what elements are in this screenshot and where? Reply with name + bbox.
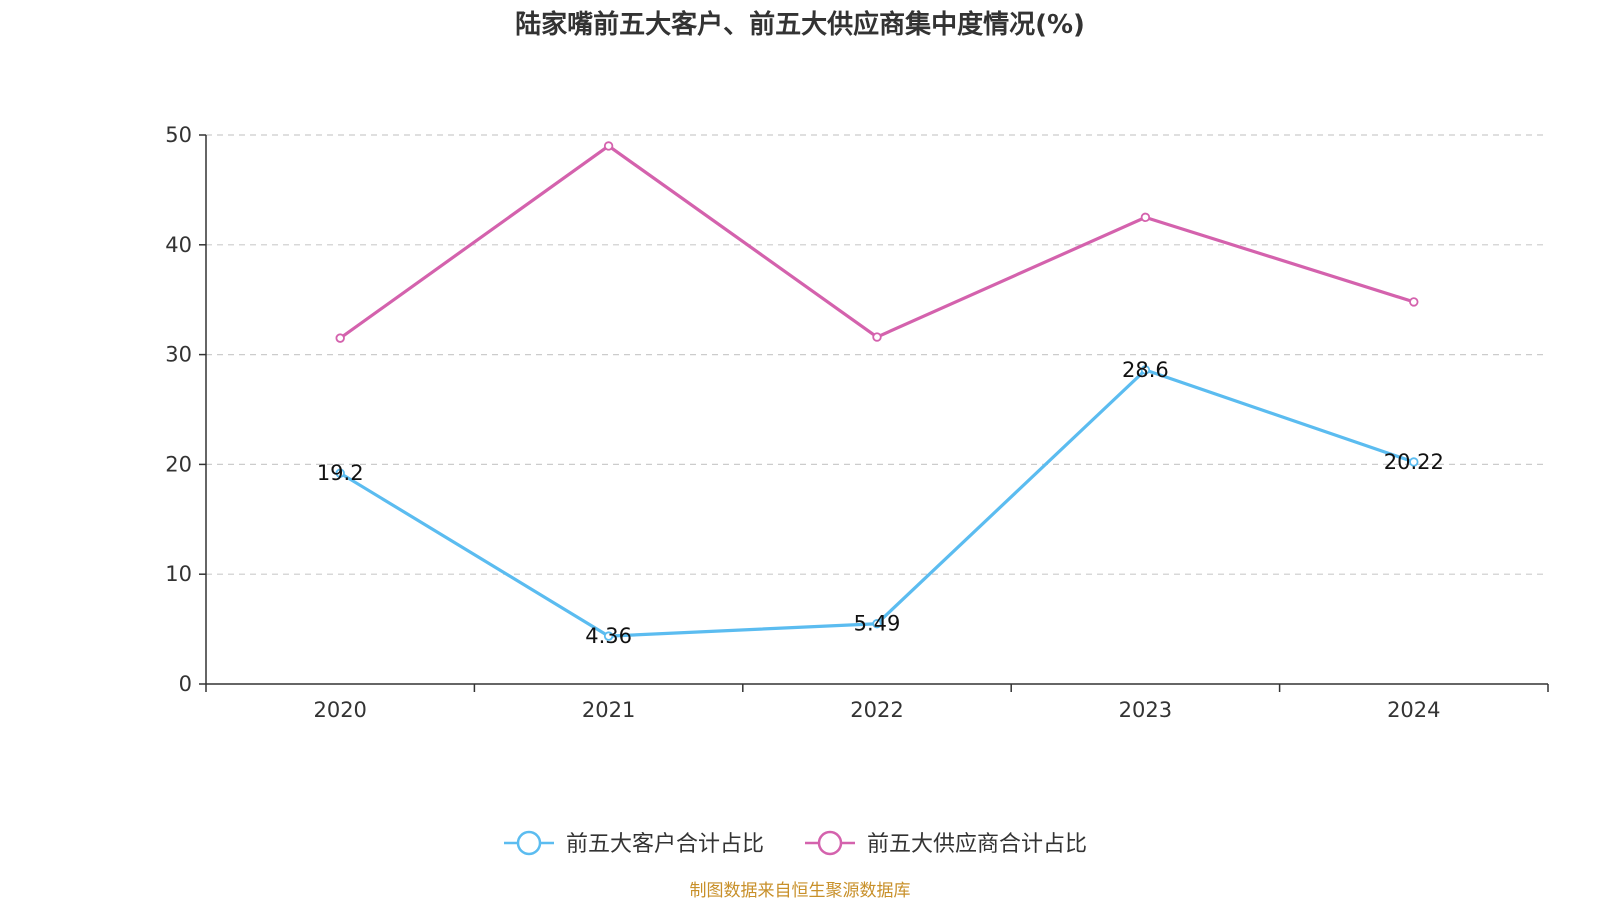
data-point[interactable] (1409, 457, 1419, 467)
y-tick-label: 40 (165, 233, 192, 257)
y-tick-label: 50 (165, 123, 192, 147)
legend-swatch-marker (516, 830, 542, 856)
series-line (339, 368, 1415, 638)
data-point[interactable] (335, 468, 345, 478)
data-point[interactable] (1409, 297, 1419, 307)
data-point[interactable] (603, 141, 614, 151)
axes: 0 10 20 30 40 50 2020 2021 2022 2023 2024 (165, 123, 1549, 722)
data-label: 4.36 (585, 624, 632, 648)
series-1 (335, 365, 1419, 641)
legend-item-1[interactable]: 前五大客户合计占比 (504, 830, 764, 857)
data-point[interactable] (1140, 212, 1151, 223)
data-point[interactable] (872, 619, 882, 629)
data-label: 19.2 (317, 461, 364, 485)
data-label: 5.49 (854, 612, 901, 636)
series-line (339, 144, 1415, 340)
legend-item-2[interactable]: 前五大供应商合计占比 (805, 830, 1087, 857)
data-label: 28.6 (1122, 358, 1169, 382)
data-point[interactable] (1140, 365, 1151, 375)
y-tick-label: 20 (165, 452, 192, 476)
grid-lines (206, 134, 1548, 575)
source-note: 制图数据来自恒生聚源数据库 (690, 881, 911, 900)
y-tick-label: 0 (179, 672, 192, 696)
data-labels: 19.2 4.36 5.49 28.6 20.22 (317, 358, 1444, 648)
chart-title: 陆家嘴前五大客户、前五大供应商集中度情况(%) (515, 9, 1085, 40)
data-point[interactable] (603, 631, 614, 641)
legend-swatch-marker (817, 830, 843, 856)
legend: 前五大客户合计占比 前五大供应商合计占比 (504, 830, 1087, 857)
series-2 (335, 141, 1419, 343)
series-layer (335, 141, 1419, 641)
data-point[interactable] (872, 332, 882, 342)
x-tick-label: 2021 (582, 698, 635, 722)
y-tick-label: 10 (165, 562, 192, 586)
y-tick-label: 30 (165, 343, 192, 367)
data-label: 20.22 (1384, 450, 1444, 474)
legend-label: 前五大供应商合计占比 (867, 832, 1087, 857)
x-tick-label: 2022 (850, 698, 903, 722)
x-tick-label: 2023 (1119, 698, 1172, 722)
x-tick-label: 2024 (1387, 698, 1440, 722)
data-point[interactable] (335, 333, 345, 343)
legend-label: 前五大客户合计占比 (566, 832, 764, 857)
x-tick-label: 2020 (313, 698, 366, 722)
